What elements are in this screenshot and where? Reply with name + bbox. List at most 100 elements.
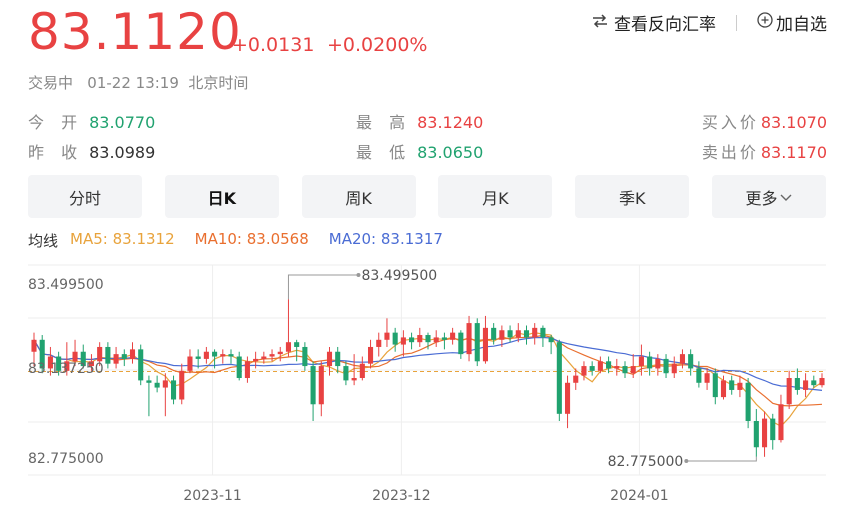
candle-body [753,420,759,448]
candle-body [778,404,784,441]
trading-status: 交易中 01-22 13:19 北京时间 [28,74,249,92]
top-actions: 查看反向汇率 加自选 [592,10,827,35]
candle-body [138,349,144,381]
candle-body [540,327,546,338]
candle-body [589,366,595,371]
candle-body [72,351,78,362]
ma20-value: MA20: 83.1317 [328,230,443,248]
candle-body [458,332,464,355]
tab-intraday[interactable]: 分时 [28,175,142,218]
candle-body [647,356,653,369]
candle-body [803,380,809,390]
ma5-value: MA5: 83.1312 [70,230,175,248]
candle-body [220,354,226,357]
high-value: 83.1240 [417,113,484,132]
candle-body [56,356,62,371]
candle-body [688,354,694,369]
candle-body [597,361,603,371]
candle-body [39,339,45,369]
candle-body [614,366,620,369]
candle-body [269,354,275,357]
candle-body [655,358,661,369]
tab-monthly-k[interactable]: 月K [438,175,553,218]
period-tabs: 分时 日K 周K 月K 季K 更多 [28,175,826,218]
max-price-label: 83.499500 [361,268,437,284]
y-axis-label: 83.137250 [28,361,104,377]
candle-body [696,368,702,383]
candle-body [737,382,743,390]
candle-body [113,354,119,364]
high-label: 最 高 [356,113,412,132]
tab-quarterly-k[interactable]: 季K [575,175,690,218]
y-axis-label: 83.499500 [28,277,104,293]
candle-body [515,330,521,338]
min-marker [684,459,689,463]
price-change: +0.0131 [232,34,315,56]
candle-body [704,373,710,383]
x-axis-label: 2023-11 [183,488,242,504]
candle-body [310,366,316,405]
candle-body [441,337,447,340]
tab-more[interactable]: 更多 [711,175,826,218]
divider [736,14,737,31]
candle-body [277,351,283,355]
candle-body [606,361,612,369]
reverse-rate-label: 查看反向汇率 [614,15,716,35]
candle-body [212,351,218,357]
open-value: 83.0770 [89,113,156,132]
plus-circle-icon [757,12,773,33]
quote-bid: 买入价 83.1070 [702,109,827,133]
candle-body [146,380,152,383]
candle-body [474,323,480,362]
candle-body [745,382,751,421]
candle-body [179,370,185,400]
more-label: 更多 [745,188,778,208]
tab-weekly-k[interactable]: 周K [301,175,416,218]
kline-chart[interactable]: 83.499500 82.775000 83.499500 83.137250 82.… [0,260,841,519]
candle-body [482,327,489,362]
min-leader-line [686,456,757,462]
candle-body [770,418,776,441]
candle-body [523,330,530,338]
candle-body [507,330,513,338]
ma10-value: MA10: 83.0568 [194,230,309,248]
candle-body [761,418,768,448]
candle-body [819,378,825,386]
candle-body [384,332,390,340]
candle-body [187,356,193,371]
chevron-down-icon [780,187,792,206]
tab-daily-k[interactable]: 日K [164,175,279,218]
x-axis-label: 2023-12 [372,488,431,504]
reverse-rate-link[interactable]: 查看反向汇率 [592,10,716,35]
candle-body [679,354,686,364]
candle-body [253,358,259,362]
grid [28,264,826,476]
candle-body [80,351,86,367]
quote-low: 最 低 83.0650 [356,139,483,163]
x-axis-label: 2024-01 [610,488,669,504]
candle-body [622,366,628,374]
candle-body [121,354,127,359]
open-label: 今 开 [28,113,84,132]
candle-body [335,351,341,367]
axis-labels: 83.499500 83.137250 82.775000 2023-11 2023-1… [28,277,669,504]
max-marker [356,273,361,277]
y-axis-label: 82.775000 [28,451,104,467]
candle-body [532,327,538,338]
low-value: 83.0650 [417,143,484,162]
candle-body [31,339,37,352]
candle-body [400,337,406,345]
candle-body [417,335,423,343]
candle-body [351,378,357,381]
candle-body [105,346,111,364]
quote-high: 最 高 83.1240 [356,109,483,133]
candle-body [228,354,234,357]
add-watchlist-label: 加自选 [776,15,827,35]
add-watchlist-button[interactable]: 加自选 [757,10,827,35]
quote-ask: 卖出价 83.1170 [702,139,827,163]
candle-body [302,346,308,367]
candle-body [203,351,209,359]
candle-body [236,356,242,379]
quote-prev-close: 昨 收 83.0989 [28,139,155,163]
candle-body [170,380,177,400]
